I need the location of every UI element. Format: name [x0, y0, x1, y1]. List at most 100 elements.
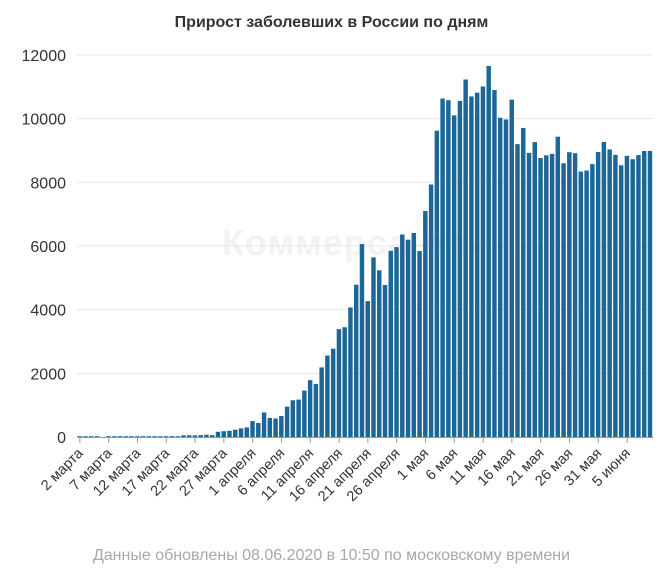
bar	[273, 418, 278, 437]
bar	[590, 164, 595, 437]
bar	[647, 150, 653, 438]
bar	[515, 144, 520, 437]
bar	[302, 390, 307, 437]
bar	[284, 406, 290, 437]
bar	[624, 155, 630, 438]
bar	[135, 436, 140, 437]
bar	[480, 86, 486, 438]
y-tick-label: 4000	[30, 303, 66, 320]
bar	[446, 100, 451, 437]
bar	[198, 435, 203, 437]
bar	[365, 301, 370, 437]
bar	[486, 65, 491, 437]
bar	[307, 380, 313, 437]
bar	[250, 421, 255, 437]
bar	[405, 239, 411, 437]
bar	[371, 257, 376, 437]
bar	[296, 399, 301, 437]
bar	[146, 436, 152, 437]
bar	[112, 436, 117, 437]
y-tick-label: 0	[57, 430, 66, 447]
bar	[417, 251, 422, 437]
y-tick-label: 2000	[30, 366, 66, 383]
bar	[595, 152, 601, 437]
bar	[532, 142, 537, 437]
bar	[175, 436, 180, 437]
bar	[313, 383, 319, 437]
bar	[163, 436, 169, 437]
y-tick-label: 10000	[22, 112, 67, 129]
bar	[238, 428, 244, 437]
bar	[474, 92, 480, 437]
chart-title: Прирост заболевших в России по дням	[174, 14, 489, 31]
bar	[388, 250, 393, 437]
x-tick-label: 1 мая	[394, 446, 432, 484]
bar	[181, 435, 186, 437]
bar	[89, 436, 94, 437]
axes	[77, 437, 653, 443]
bar	[336, 329, 342, 437]
bar	[423, 211, 428, 437]
bar	[636, 155, 641, 437]
bar	[567, 152, 572, 437]
y-tick-label: 6000	[30, 239, 66, 256]
bar	[400, 234, 405, 437]
bar	[544, 155, 549, 438]
bar	[440, 98, 445, 437]
bar	[106, 436, 111, 437]
bar	[463, 79, 468, 438]
bar	[256, 422, 261, 437]
bar	[192, 435, 198, 437]
bar	[348, 307, 353, 437]
bar	[353, 284, 359, 437]
bar	[325, 355, 330, 437]
bar	[233, 429, 238, 437]
bar	[215, 431, 221, 437]
bar	[204, 434, 209, 437]
bar	[538, 158, 543, 437]
bar	[497, 117, 503, 437]
bar	[140, 436, 146, 437]
bar	[509, 99, 514, 437]
bar	[279, 416, 284, 437]
bar	[267, 417, 273, 437]
bar	[394, 247, 399, 437]
bar	[503, 119, 509, 438]
bar	[244, 427, 249, 437]
bar	[492, 90, 497, 438]
bar	[549, 153, 555, 437]
bar	[77, 436, 82, 437]
bar	[377, 270, 382, 437]
bar	[555, 136, 561, 437]
bar	[94, 436, 100, 437]
y-tick-label: 12000	[22, 48, 67, 65]
bar	[526, 152, 532, 438]
bar	[342, 327, 347, 437]
bar	[469, 96, 474, 438]
bar	[158, 436, 163, 437]
bar	[578, 171, 584, 437]
bar	[129, 436, 134, 437]
bars	[77, 65, 653, 438]
bar	[613, 154, 618, 438]
bar	[152, 436, 157, 437]
bar	[641, 151, 647, 437]
bar	[169, 436, 175, 437]
bar	[428, 184, 434, 437]
grid-lines	[77, 54, 653, 374]
update-note: Данные обновлены 08.06.2020 в 10:50 по м…	[92, 547, 571, 564]
bar	[601, 141, 607, 437]
bar	[618, 165, 624, 437]
bar	[521, 127, 526, 437]
bar	[457, 100, 463, 438]
bar	[186, 435, 192, 437]
bar	[451, 115, 457, 437]
bar	[382, 285, 388, 437]
bar	[561, 163, 566, 437]
bar	[411, 232, 417, 437]
bar	[330, 348, 336, 437]
bar	[607, 149, 612, 437]
bar	[584, 170, 589, 437]
